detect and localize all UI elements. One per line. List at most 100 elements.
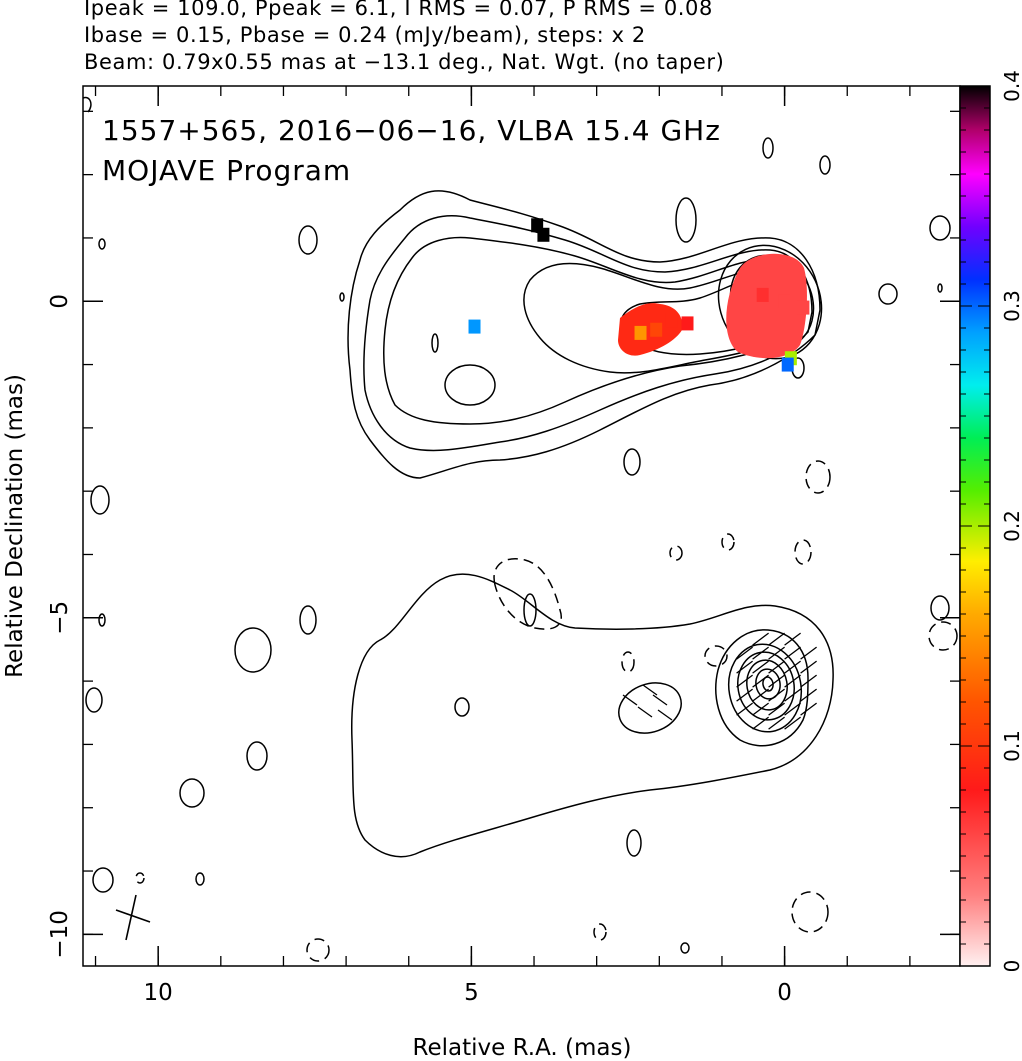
evpa-vector — [784, 716, 801, 730]
contour-upper-3 — [383, 236, 806, 425]
contour-neg-7 — [704, 645, 728, 667]
polarization-pixel — [665, 313, 678, 328]
contour-neg-3 — [794, 539, 812, 565]
evpa-vector — [752, 660, 769, 674]
contour-blob-u7 — [929, 215, 951, 241]
polarization-pixel — [781, 357, 794, 372]
evpa-vector-layer — [622, 632, 817, 730]
contour-lower-1 — [351, 573, 834, 858]
evpa-vector — [752, 688, 769, 702]
polarization-pixel — [537, 227, 550, 242]
polarization-pixel — [634, 325, 647, 340]
evpa-vector-knot — [652, 694, 668, 706]
evpa-vector — [768, 702, 785, 716]
contour-lower-2 — [715, 629, 809, 747]
contour-blob-u13 — [937, 283, 943, 293]
beam-minor-axis — [115, 909, 151, 923]
header-line-2: Ibase = 0.15, Pbase = 0.24 (mJy/beam), s… — [84, 23, 646, 47]
contour-blob-l2 — [523, 593, 537, 627]
contour-blob-l8 — [98, 613, 106, 627]
polarization-pixel — [468, 319, 481, 334]
contour-blob-l12 — [930, 595, 950, 621]
evpa-vector-knot — [657, 709, 673, 721]
contour-blob-u9 — [98, 238, 106, 250]
contour-lower-core-2 — [737, 651, 795, 721]
contour-layer — [83, 96, 958, 962]
contour-blob-l11 — [195, 872, 205, 886]
contour-blob-l10 — [92, 867, 114, 893]
contour-blob-l3 — [299, 605, 317, 635]
evpa-vector — [768, 716, 785, 730]
evpa-vector — [800, 702, 817, 716]
evpa-vector — [736, 674, 753, 688]
x-axis-label: Relative R.A. (mas) — [413, 1035, 632, 1061]
contour-blob-u4 — [762, 137, 774, 159]
evpa-vector — [784, 702, 801, 716]
evpa-vector — [800, 688, 817, 702]
contour-blob-l7 — [626, 829, 642, 857]
contour-neg-1 — [493, 558, 562, 630]
evpa-vector — [800, 674, 817, 688]
contour-neg-10 — [306, 938, 330, 962]
x-tick-label: 10 — [144, 980, 173, 1006]
evpa-vector — [800, 646, 817, 660]
y-tick-label: −5 — [47, 601, 73, 635]
colorbar-tick-label: 0.4 — [1000, 70, 1022, 102]
evpa-vector — [736, 702, 753, 716]
polarization-pixel — [650, 322, 663, 337]
evpa-vector — [784, 632, 801, 646]
contour-blob-l6 — [179, 778, 205, 808]
evpa-vector — [752, 702, 769, 716]
contour-blob-l4 — [234, 627, 272, 673]
contour-neg-8 — [791, 891, 829, 933]
contour-neg-6 — [621, 651, 635, 673]
evpa-vector — [736, 688, 753, 702]
contour-hole-upper — [444, 364, 496, 406]
evpa-vector — [736, 660, 753, 674]
contour-blob-l1 — [454, 697, 470, 717]
contour-neg-9 — [593, 923, 607, 941]
colorbar-ticks: 0 0.1 0.2 0.3 0.4 — [960, 70, 1022, 972]
contour-blob-l5 — [246, 741, 268, 771]
colorbar-tick-label: 0.2 — [1000, 510, 1022, 542]
polarization-core-region — [726, 253, 807, 359]
polarization-pixel — [797, 300, 810, 315]
plot-frame — [82, 85, 961, 967]
colorbar-tick-label: 0.1 — [1000, 730, 1022, 762]
x-tick-label: 0 — [777, 980, 792, 1006]
evpa-vector-knot — [642, 684, 658, 696]
polarization-pixel — [681, 316, 694, 331]
contour-blob-u10 — [90, 485, 110, 515]
evpa-vector-knot — [637, 706, 653, 718]
x-tick-label: 5 — [464, 980, 479, 1006]
contour-neg-5 — [669, 545, 683, 561]
evpa-vector — [768, 674, 785, 688]
evpa-vector-knot — [622, 694, 638, 706]
contour-blob-u8 — [623, 448, 641, 476]
polarization-pixel — [778, 294, 791, 309]
evpa-vector — [736, 646, 753, 660]
y-tick-label: 0 — [47, 294, 73, 309]
evpa-vector — [768, 632, 785, 646]
contour-neg-2 — [805, 460, 831, 494]
axes-layer: 10 5 0 0 −5 −10 — [47, 86, 960, 1006]
evpa-vector — [768, 660, 785, 674]
evpa-vector — [768, 688, 785, 702]
evpa-vector — [784, 688, 801, 702]
header-line-1: Ipeak = 109.0, Ppeak = 6.1, I RMS = 0.07… — [84, 0, 713, 20]
y-tick-label: −10 — [47, 910, 73, 959]
negative-contours — [135, 460, 958, 962]
colorbar-tick-label: 0.3 — [1000, 290, 1022, 322]
contour-blob-u5 — [819, 155, 831, 175]
plot-title-line-1: 1557+565, 2016−06−16, VLBA 15.4 GHz — [102, 114, 721, 147]
contour-blob-l9 — [85, 687, 103, 713]
contour-blob-l13 — [680, 942, 690, 954]
contour-blob-u2 — [298, 225, 318, 255]
evpa-vector — [752, 646, 769, 660]
contour-blob-u1 — [431, 333, 439, 353]
contour-lower-core-4 — [755, 668, 781, 700]
evpa-vector — [784, 646, 801, 660]
contour-blob-u12 — [339, 292, 345, 302]
contour-lower-knot — [618, 682, 682, 734]
